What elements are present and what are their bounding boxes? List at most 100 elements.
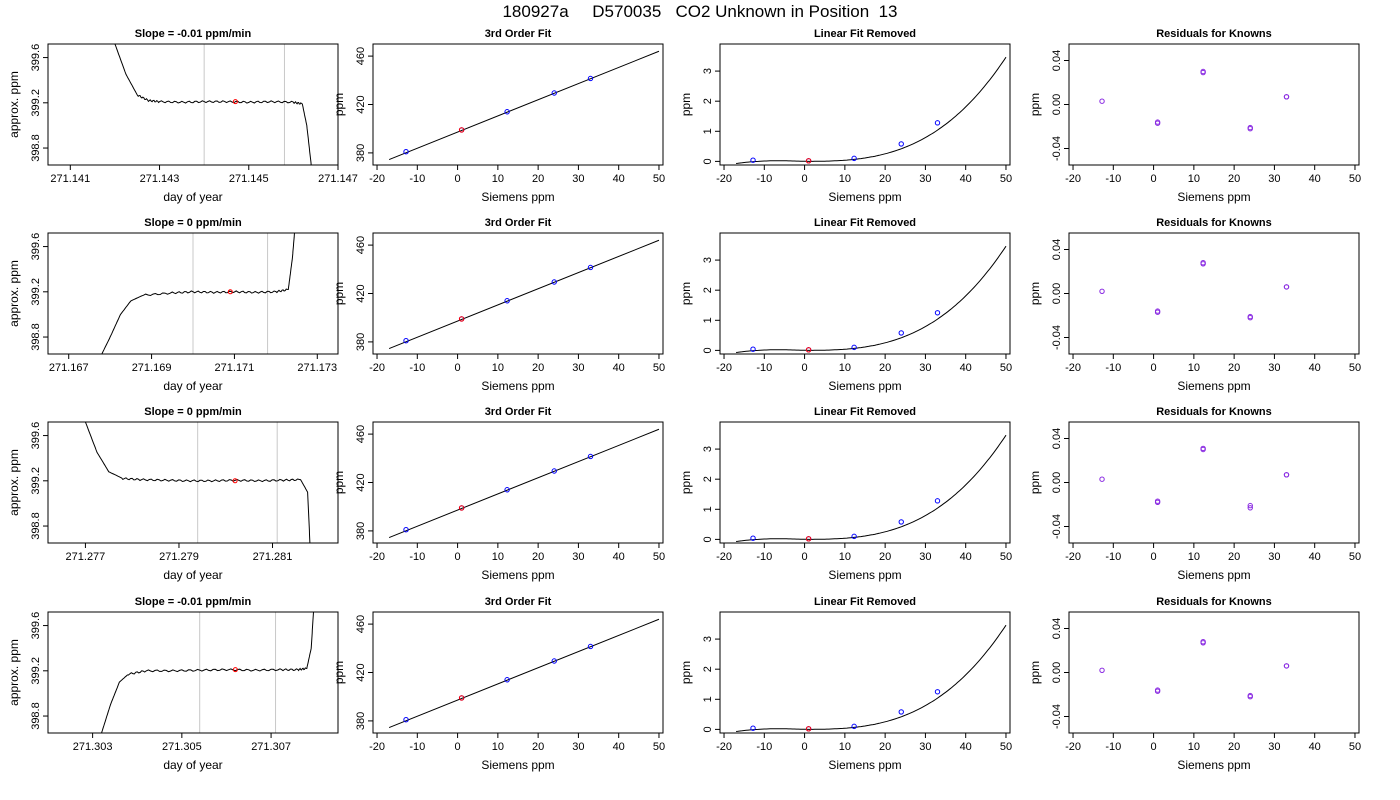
known-standard-point: [504, 298, 510, 304]
panel-fit-3: 3rd Order Fit -20 -10 0 10 20 30 40 50 380 420 460 S…: [332, 406, 665, 582]
y-tick-label: 460: [355, 425, 367, 443]
y-axis-label: approx. ppm: [7, 639, 21, 706]
x-tick-label: 40: [613, 551, 625, 563]
x-tick-label: -10: [1105, 741, 1121, 753]
plot-frame: [1068, 611, 1360, 734]
x-tick-label: 50: [1000, 362, 1012, 374]
y-axis-label: ppm: [332, 471, 346, 494]
y-tick-label: 380: [355, 522, 367, 540]
x-tick-label: -10: [409, 173, 425, 185]
x-tick-label: 10: [1188, 362, 1200, 374]
fit-line: [388, 239, 660, 350]
x-tick-label: -20: [369, 362, 385, 374]
x-axis-label: Siemens ppm: [1177, 758, 1250, 772]
known-standard-point: [934, 689, 941, 695]
x-tick-label: 10: [492, 173, 504, 185]
residual-point: [1200, 445, 1206, 452]
x-tick-label: 40: [613, 173, 625, 185]
plot-frame: [719, 611, 1011, 734]
residual-point: [1247, 126, 1253, 132]
known-standard-point: [750, 725, 756, 731]
x-tick-label: 271.143: [140, 173, 180, 185]
x-tick-label: 40: [960, 551, 972, 563]
plot-area: [101, 233, 295, 354]
x-tick-label: 10: [492, 551, 504, 563]
panel-linear-removed-1: Linear Fit Removed -20 -10 0 10 20 30 40 50 0 1 2 3 S…: [679, 28, 1012, 204]
known-standard-point: [587, 643, 594, 650]
x-tick-label: -20: [716, 551, 732, 563]
x-tick-label: 30: [572, 741, 584, 753]
x-tick-label: 50: [1000, 551, 1012, 563]
plot-frame: [47, 43, 339, 166]
x-tick-label: 50: [653, 173, 665, 185]
x-tick-label: 10: [492, 741, 504, 753]
panel-fit-1: 3rd Order Fit -20 -10 0 10 20 30 40 50 380 420 460 S…: [332, 28, 665, 204]
x-tick-label: 40: [613, 741, 625, 753]
y-tick-label: 399.2: [30, 89, 42, 117]
residual-point: [1154, 309, 1161, 315]
x-axis-label: Siemens ppm: [828, 758, 901, 772]
panel-time-series-4: Slope = -0.01 ppm/min 271.303 271.305 271.3…: [7, 596, 339, 772]
y-tick-label: 2: [702, 476, 714, 482]
residual-point: [1283, 663, 1290, 669]
y-tick-label: 380: [355, 712, 367, 730]
x-tick-label: 50: [1000, 173, 1012, 185]
plot-frame: [719, 43, 1011, 166]
y-axis-label: ppm: [1028, 93, 1042, 116]
y-tick-label: 399.2: [30, 657, 42, 685]
x-tick-label: 20: [879, 741, 891, 753]
x-tick-label: 271.167: [49, 362, 89, 374]
y-tick-label: 0.00: [1051, 472, 1063, 493]
x-tick-label: -20: [369, 741, 385, 753]
unknown-sample-point: [805, 347, 812, 353]
panel-linear-removed-4: Linear Fit Removed -20 -10 0 10 20 30 40 50 0 1 2 3 S…: [679, 596, 1012, 772]
y-tick-label: 420: [355, 473, 367, 491]
known-standard-point: [403, 337, 409, 344]
plot-area: [1099, 445, 1290, 511]
residual-point: [1283, 94, 1290, 100]
x-axis-label: day of year: [163, 379, 222, 393]
y-tick-label: 0.04: [1051, 618, 1063, 639]
known-standard-point: [934, 310, 941, 316]
y-tick-label: 3: [702, 68, 714, 74]
x-tick-label: 30: [1268, 173, 1280, 185]
unknown-sample-point: [805, 536, 812, 542]
plot-area: [388, 618, 660, 729]
plot-frame: [372, 611, 664, 734]
plot-area: [1099, 68, 1290, 132]
x-tick-label: 0: [802, 362, 808, 374]
x-axis-label: Siemens ppm: [481, 758, 554, 772]
x-tick-label: 10: [839, 551, 851, 563]
x-tick-label: 0: [455, 741, 461, 753]
y-tick-label: 0.04: [1051, 239, 1063, 260]
x-tick-label: -10: [409, 551, 425, 563]
y-tick-label: 0.04: [1051, 50, 1063, 71]
x-tick-label: 0: [802, 741, 808, 753]
y-tick-label: 399.6: [30, 612, 42, 640]
x-tick-label: 30: [1268, 741, 1280, 753]
panel-fit-4: 3rd Order Fit -20 -10 0 10 20 30 40 50 380 420 460 S…: [332, 596, 665, 772]
concentration-trace: [101, 233, 295, 354]
x-tick-label: 0: [455, 551, 461, 563]
x-tick-label: 20: [1228, 551, 1240, 563]
y-axis-label: approx. ppm: [7, 71, 21, 138]
residual-point: [1247, 694, 1253, 700]
plot-area: [101, 612, 314, 733]
y-tick-label: 420: [355, 284, 367, 302]
residual-point: [1099, 476, 1105, 482]
x-tick-label: 10: [1188, 551, 1200, 563]
x-tick-label: -10: [1105, 362, 1121, 374]
x-tick-label: 271.305: [162, 741, 202, 753]
x-tick-label: 10: [839, 741, 851, 753]
x-tick-label: 50: [653, 741, 665, 753]
x-tick-label: 30: [572, 173, 584, 185]
x-tick-label: 0: [455, 362, 461, 374]
y-tick-label: -0.04: [1051, 514, 1063, 539]
x-tick-label: 271.171: [215, 362, 255, 374]
y-tick-label: 0.00: [1051, 662, 1063, 683]
y-tick-label: 0.04: [1051, 428, 1063, 449]
known-standard-point: [851, 344, 857, 351]
x-tick-label: 40: [960, 741, 972, 753]
x-tick-label: -10: [409, 741, 425, 753]
known-standard-point: [934, 498, 941, 504]
